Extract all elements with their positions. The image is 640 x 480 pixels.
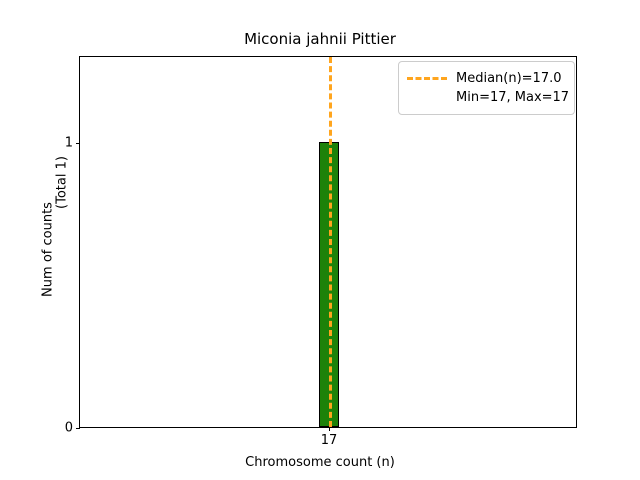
median-vline — [329, 57, 332, 427]
xtick-label-17: 17 — [320, 433, 338, 448]
chart-legend: Median(n)=17.0 Min=17, Max=17 — [398, 61, 575, 115]
dashed-line-icon — [407, 77, 447, 80]
plot-area: 0 1 17 — [65, 56, 577, 448]
bars-layer — [80, 57, 576, 427]
ytick-label-0: 0 — [64, 420, 73, 436]
legend-label-median: Median(n)=17.0 — [456, 71, 562, 86]
legend-entry-median: Median(n)=17.0 — [407, 69, 566, 88]
y-axis-label: Num of counts — [40, 202, 56, 297]
ytick-mark-1 — [76, 143, 80, 144]
x-axis-label: Chromosome count (n) — [245, 455, 395, 470]
legend-label-minmax: Min=17, Max=17 — [456, 90, 570, 105]
ytick-mark-0 — [76, 428, 80, 429]
legend-entry-minmax: Min=17, Max=17 — [407, 88, 570, 107]
y-axis-label-total: (Total 1) — [54, 156, 70, 209]
ytick-label-1: 1 — [64, 135, 73, 151]
chart-title: Miconia jahnii Pittier — [244, 30, 396, 48]
xtick-mark-17 — [329, 427, 330, 431]
